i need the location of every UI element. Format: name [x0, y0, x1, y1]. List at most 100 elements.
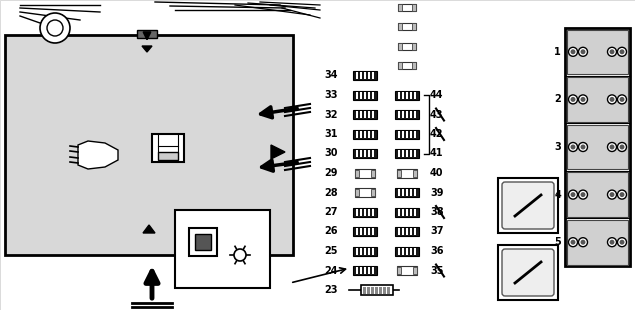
- Bar: [356, 91, 358, 99]
- Circle shape: [610, 240, 615, 245]
- Circle shape: [617, 143, 627, 152]
- Bar: [368, 267, 370, 274]
- Bar: [375, 286, 378, 294]
- Circle shape: [580, 144, 585, 149]
- Bar: [410, 150, 412, 157]
- Bar: [398, 228, 400, 235]
- Bar: [397, 267, 401, 274]
- Bar: [406, 228, 408, 235]
- Bar: [360, 150, 362, 157]
- Bar: [360, 91, 362, 99]
- Bar: [355, 189, 359, 196]
- Text: 30: 30: [324, 148, 338, 158]
- Circle shape: [620, 144, 624, 149]
- Bar: [364, 72, 366, 79]
- Bar: [398, 111, 400, 118]
- Bar: [158, 152, 178, 160]
- Bar: [360, 111, 362, 118]
- Bar: [361, 285, 393, 295]
- Bar: [414, 131, 416, 138]
- Bar: [565, 28, 630, 266]
- Bar: [406, 209, 408, 215]
- Circle shape: [610, 97, 615, 102]
- Bar: [395, 110, 419, 119]
- Bar: [383, 286, 386, 294]
- Bar: [367, 286, 370, 294]
- Bar: [402, 131, 404, 138]
- Polygon shape: [271, 145, 285, 159]
- Text: 29: 29: [324, 168, 338, 178]
- Bar: [567, 125, 628, 169]
- Bar: [406, 150, 408, 157]
- Bar: [360, 247, 362, 255]
- Bar: [567, 220, 628, 264]
- Bar: [406, 131, 408, 138]
- Bar: [353, 207, 377, 216]
- Bar: [356, 150, 358, 157]
- Polygon shape: [142, 46, 152, 52]
- Bar: [398, 23, 416, 30]
- Bar: [353, 110, 377, 119]
- Circle shape: [580, 97, 585, 102]
- Bar: [414, 209, 416, 215]
- Bar: [364, 209, 366, 215]
- Bar: [410, 247, 412, 255]
- Bar: [398, 4, 402, 11]
- Bar: [353, 246, 377, 255]
- Text: 24: 24: [324, 265, 338, 276]
- Bar: [356, 247, 358, 255]
- Bar: [5, 35, 293, 255]
- Bar: [498, 245, 558, 300]
- Text: 25: 25: [324, 246, 338, 256]
- Bar: [360, 228, 362, 235]
- FancyBboxPatch shape: [502, 182, 554, 229]
- Bar: [368, 91, 370, 99]
- Bar: [410, 209, 412, 215]
- Bar: [195, 234, 211, 250]
- Circle shape: [580, 192, 585, 197]
- Bar: [364, 111, 366, 118]
- Bar: [360, 267, 362, 274]
- Bar: [363, 286, 366, 294]
- Text: 4: 4: [554, 190, 561, 200]
- Text: 37: 37: [430, 227, 443, 237]
- Circle shape: [620, 97, 624, 102]
- Bar: [498, 178, 558, 233]
- Bar: [398, 91, 400, 99]
- Bar: [364, 131, 366, 138]
- Bar: [412, 62, 416, 69]
- Circle shape: [617, 190, 627, 199]
- Bar: [398, 247, 400, 255]
- Bar: [372, 209, 374, 215]
- Bar: [356, 131, 358, 138]
- Bar: [414, 111, 416, 118]
- Bar: [406, 91, 408, 99]
- Bar: [398, 43, 416, 50]
- Circle shape: [610, 49, 615, 54]
- Circle shape: [620, 49, 624, 54]
- Bar: [364, 228, 366, 235]
- Bar: [397, 170, 401, 176]
- Bar: [397, 266, 417, 275]
- Bar: [395, 91, 419, 100]
- Bar: [414, 150, 416, 157]
- Bar: [398, 4, 416, 11]
- Text: 28: 28: [324, 188, 338, 197]
- Bar: [368, 150, 370, 157]
- Bar: [189, 228, 217, 256]
- Text: 32: 32: [324, 109, 338, 119]
- Bar: [368, 228, 370, 235]
- Text: 31: 31: [324, 129, 338, 139]
- Text: 26: 26: [324, 227, 338, 237]
- Text: 34: 34: [324, 70, 338, 81]
- Circle shape: [617, 47, 627, 56]
- Circle shape: [610, 144, 615, 149]
- Bar: [402, 228, 404, 235]
- Circle shape: [568, 238, 577, 247]
- Bar: [397, 169, 417, 178]
- Circle shape: [608, 238, 617, 247]
- Bar: [364, 247, 366, 255]
- Bar: [387, 286, 390, 294]
- Circle shape: [608, 190, 617, 199]
- Bar: [371, 286, 374, 294]
